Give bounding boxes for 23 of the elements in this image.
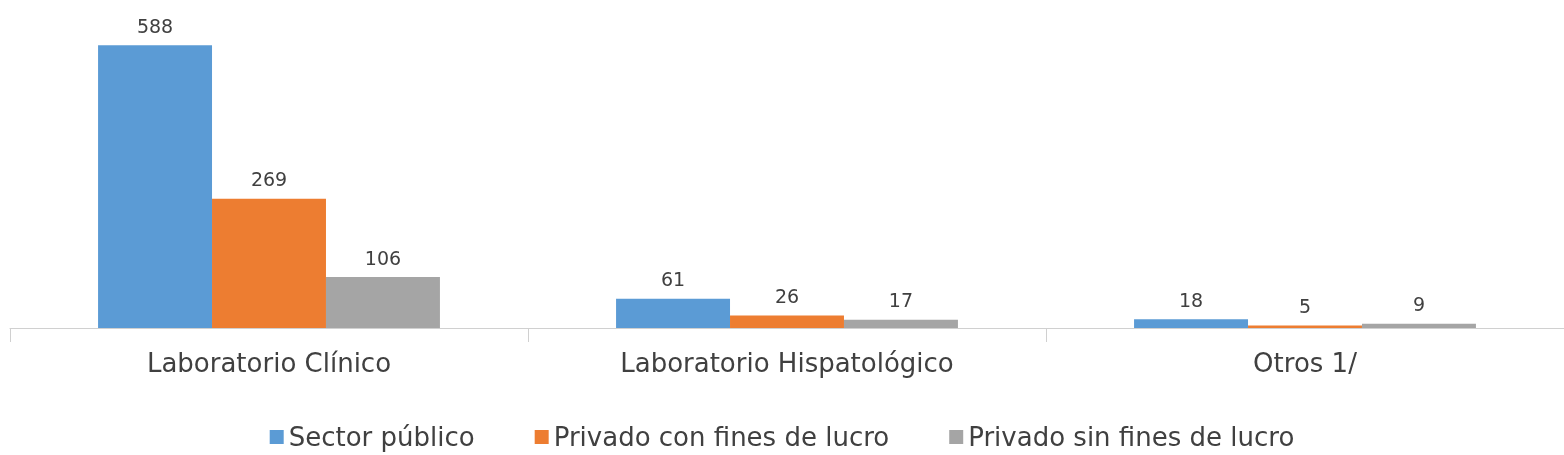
bar [325, 277, 440, 328]
x-tick-label: Otros 1/ [1253, 348, 1358, 378]
data-label: 17 [888, 289, 914, 312]
data-label: 106 [364, 246, 402, 269]
data-label: 61 [660, 268, 686, 291]
legend-label: Privado con fines de lucro [553, 422, 890, 452]
legend-label: Privado sin fines de lucro [968, 422, 1295, 452]
bar [616, 298, 731, 328]
bar [98, 45, 213, 328]
data-label: 18 [1178, 288, 1204, 311]
bar [1134, 319, 1249, 328]
data-label: 269 [250, 168, 288, 191]
bar [730, 315, 844, 328]
x-tick-label: Laboratorio Clínico [146, 348, 392, 378]
data-label: 26 [774, 285, 800, 307]
data-label: 9 [1412, 293, 1426, 316]
bar [212, 198, 326, 328]
bar [843, 319, 958, 328]
data-label: 5 [1298, 295, 1312, 318]
x-tick-label: Laboratorio Hispatológico [620, 348, 954, 378]
bar [1361, 323, 1476, 328]
legend-label: Sector público [288, 422, 475, 452]
data-label: 588 [136, 14, 174, 37]
